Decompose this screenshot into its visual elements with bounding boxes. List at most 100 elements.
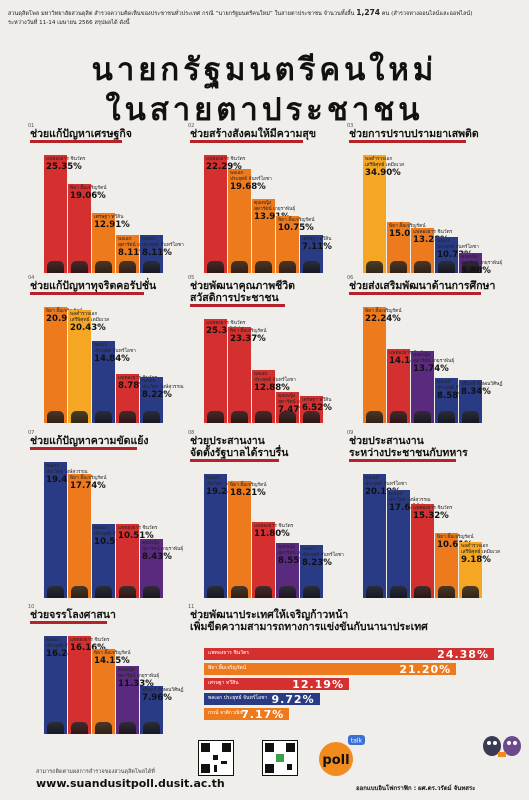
bar-06-3 bbox=[411, 351, 434, 423]
candidate-name: พิธา ลิ้มเจริญรัตน์ bbox=[278, 218, 315, 224]
bar-label-10-1: พลเอก ประยุทธ์ จันทร์โอชา 16.24% bbox=[46, 638, 88, 659]
percent-value: 10.73% bbox=[437, 249, 473, 260]
chart-panel-01: 01 ช่วยแก้ปัญหาเศรษฐกิจ แพทองธาร ชินวัตร 25… bbox=[28, 123, 184, 273]
candidate-name: พิธา ลิ้มเจริญรัตน์ bbox=[208, 665, 247, 671]
person-photo bbox=[231, 411, 248, 423]
person-photo bbox=[207, 261, 224, 273]
person-photo bbox=[207, 586, 224, 598]
bar-10-3 bbox=[92, 648, 115, 734]
chart-panel-07: 07 ช่วยแก้ปัญหาความขัดแย้ง พลเอก ประวิตร วง… bbox=[28, 430, 183, 598]
website-link[interactable]: www.suandusitpoll.dusit.ac.th bbox=[36, 777, 225, 790]
title-underline bbox=[30, 292, 144, 295]
candidate-name: ประวิตร วงษ์สุวรรณ bbox=[46, 470, 88, 475]
person-photo bbox=[255, 261, 272, 273]
person-photo bbox=[438, 586, 455, 598]
candidate-name: สุดารัตน์ เกยุราพันธุ์ bbox=[461, 261, 503, 267]
percent-value: 8.58% bbox=[437, 391, 467, 402]
percent-value: 19.68% bbox=[230, 181, 266, 192]
bar-label-10-4: คุณหญิง สุดารัตน์ เกยุราพันธุ์ 11.33% bbox=[118, 668, 159, 689]
chart-title-line: ช่วยแก้ปัญหาเศรษฐกิจ bbox=[30, 128, 132, 140]
chart-title: ช่วยพัฒนาประเทศให้เจริญก้าวหน้า เพิ่มขีดค… bbox=[190, 609, 428, 633]
candidate-name: พลเอก bbox=[437, 238, 451, 244]
bar-06-1 bbox=[363, 307, 386, 423]
candidate-name: เศรษฐา ทวีสิน bbox=[94, 214, 124, 220]
person-photo bbox=[231, 261, 248, 273]
bar-label-06-1: พิธา ลิ้มเจริญรัตน์ 22.24% bbox=[365, 309, 402, 324]
percent-value: 19.42% bbox=[46, 475, 82, 485]
percent-value: 13.74% bbox=[413, 364, 449, 375]
candidate-name: พลตำรวจเอก bbox=[461, 543, 489, 549]
bar-09-1 bbox=[363, 474, 386, 598]
percent-value: 11.33% bbox=[118, 678, 154, 689]
bar-label-03-1: พลตำรวจเอก เสรีพิศุทธ์ เตมียเวส 34.90% bbox=[365, 157, 404, 178]
hbar-11-3: เศรษฐา ทวีสิน 12.19% bbox=[204, 678, 349, 691]
person-photo bbox=[390, 586, 407, 598]
chart-number: 04 bbox=[28, 275, 35, 281]
designer-credit: ออกแบบอินโฟกราฟิก : ผศ.ดร.วรัตม์ จันทสระ bbox=[356, 785, 476, 792]
bar-label-05-5: เศรษฐา ทวีสิน 6.52% bbox=[302, 398, 332, 413]
percent-value: 22.24% bbox=[365, 314, 401, 324]
candidate-name: พิธา ลิ้มเจริญรัตน์ bbox=[389, 224, 426, 230]
candidate-name: พลเอก bbox=[437, 380, 451, 386]
person-photo bbox=[119, 722, 136, 734]
bar-label-06-5: จุรินทร์ ลักษณวิศิษฏ์ 8.34% bbox=[461, 382, 503, 397]
person-photo bbox=[71, 411, 88, 423]
bar-04-1 bbox=[44, 307, 67, 423]
percent-value: 8.34% bbox=[461, 386, 491, 397]
chart-title: ช่วยจรรโลงศาสนา bbox=[30, 609, 116, 624]
bar-label-01-4: พลเอก สุดารัตน์ เกยุราพันธุ์ 8.11% bbox=[118, 237, 159, 258]
bar-03-2 bbox=[387, 222, 410, 273]
candidate-name: พลเอก bbox=[46, 638, 60, 643]
candidate-name: สุดารัตน์ เกยุราพันธุ์ bbox=[278, 400, 320, 406]
candidate-name: เศรษฐา ทวีสิน bbox=[208, 680, 239, 686]
chart-panel-11: 11 ช่วยพัฒนาประเทศให้เจริญก้าวหน้า เพิ่มขี… bbox=[188, 604, 523, 732]
bar-02-1 bbox=[204, 155, 227, 273]
chart-number: 02 bbox=[188, 123, 195, 129]
chart-title-line: ช่วยแก้ปัญหาทุจริตคอรัปชั่น bbox=[30, 280, 157, 292]
person-photo bbox=[143, 411, 160, 423]
qr-code-1[interactable] bbox=[198, 740, 234, 776]
candidate-name: สุดารัตน์ เกยุราพันธุ์ bbox=[118, 673, 160, 679]
intro-unit: คน (สำรวจทางออนไลน์และออฟไลน์) bbox=[381, 11, 473, 17]
chart-title: ช่วยประสานงาน จัดตั้งรัฐบาลได้ราบรื่น bbox=[190, 435, 288, 462]
person-photo bbox=[462, 411, 479, 423]
candidate-name: พลเอก bbox=[389, 491, 403, 497]
bar-label-07-5: คุณหญิง สุดารัตน์ เกยุราพันธุ์ 8.43% bbox=[142, 541, 183, 562]
chart-number: 05 bbox=[188, 275, 195, 281]
chart-number: 07 bbox=[28, 430, 35, 436]
bar-label-04-2: พลตำรวจเอก เสรีพิศุทธ์ เตมียเวส 20.43% bbox=[70, 312, 109, 333]
bar-07-5 bbox=[140, 538, 163, 598]
qr-code-2[interactable] bbox=[262, 740, 298, 776]
bar-label-03-5: คุณหญิง สุดารัตน์ เกยุราพันธุ์ 5.88% bbox=[461, 255, 502, 276]
person-photo bbox=[255, 411, 272, 423]
title-underline bbox=[349, 459, 456, 462]
candidate-name: จุรินทร์ ลักษณวิศิษฏ์ bbox=[461, 381, 503, 387]
percent-value: 13.28% bbox=[413, 235, 449, 246]
bar-label-09-4: พิธา ลิ้มเจริญรัตน์ 10.61% bbox=[437, 535, 474, 550]
bar-10-5 bbox=[140, 685, 163, 734]
bar-label-05-3: พลเอก ประยุทธ์ จันทร์โอชา 12.88% bbox=[254, 372, 296, 393]
candidate-name: แพทองธาร ชินวัตร bbox=[118, 376, 158, 382]
candidate-name: เสรีพิศุทธ์ เตมียเวส bbox=[70, 317, 109, 323]
title-underline bbox=[190, 140, 304, 143]
bar-label-10-3: พิธา ลิ้มเจริญรัตน์ 14.15% bbox=[94, 651, 131, 666]
person-photo bbox=[414, 411, 431, 423]
hbar-11-1: แพทองธาร ชินวัตร 24.38% bbox=[204, 648, 494, 661]
chart-number: 06 bbox=[347, 275, 354, 281]
percent-value: 8.78% bbox=[118, 381, 148, 392]
person-photo bbox=[95, 411, 112, 423]
intro-count: 1,274 bbox=[356, 8, 381, 17]
candidate-name: แพทองธาร ชินวัตร bbox=[206, 157, 246, 162]
percent-value: 25.35% bbox=[46, 162, 82, 172]
candidate-name: พิธา ลิ้มเจริญรัตน์ bbox=[70, 475, 107, 481]
hbar-11-4: พลเอก ประยุทธ์ จันทร์โอชา 9.72% bbox=[204, 693, 320, 706]
bar-label-04-3: พลเอก ประยุทธ์ จันทร์โอชา 14.84% bbox=[94, 343, 136, 364]
candidate-name: สุดารัตน์ เกยุราพันธุ์ bbox=[254, 207, 296, 213]
person-photo bbox=[303, 586, 320, 598]
person-photo bbox=[95, 261, 112, 273]
chart-title: ช่วยแก้ปัญหาทุจริตคอรัปชั่น bbox=[30, 280, 156, 295]
candidate-name: พลเอก bbox=[142, 379, 156, 385]
candidate-name: พิธา ลิ้มเจริญรัตน์ bbox=[94, 650, 131, 656]
bar-label-08-5: พลเอก ประยุทธ์ จันทร์โอชา 8.23% bbox=[302, 547, 344, 568]
title-underline bbox=[349, 292, 481, 295]
